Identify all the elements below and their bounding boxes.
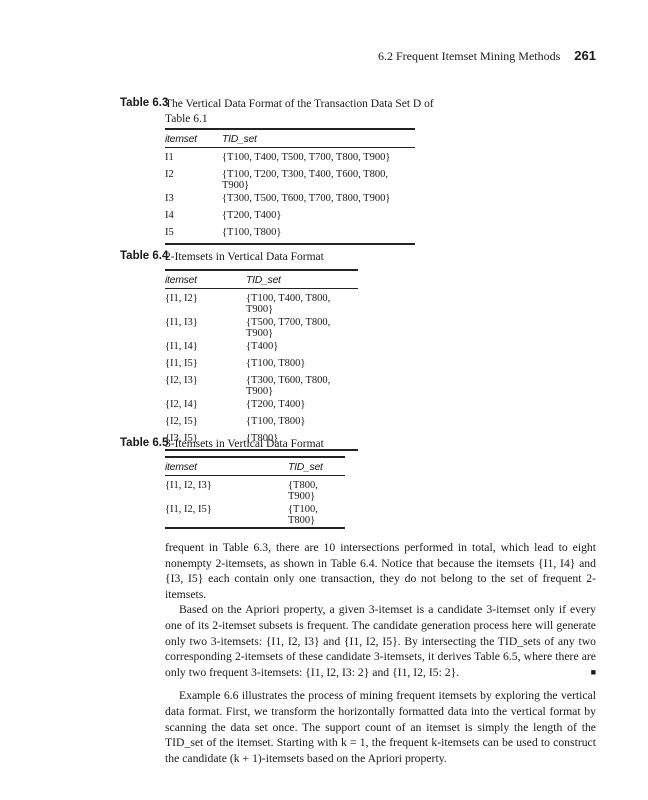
table-row: {I3, I5} {T800}: [165, 432, 358, 450]
table-row: {I2, I4} {T200, T400}: [165, 398, 358, 415]
table-6-3-caption: The Vertical Data Format of the Transact…: [165, 98, 434, 125]
table-cell: {T100, T200, T300, T400, T600, T800, T90…: [222, 169, 388, 191]
table-row: I4 {T200, T400}: [165, 209, 415, 226]
table-cell: {T400}: [246, 341, 279, 352]
running-title: 6.2 Frequent Itemset Mining Methods: [377, 49, 561, 63]
body-text: frequent in Table 6.3, there are 10 inte…: [165, 540, 596, 766]
column-header: TID_set: [288, 457, 345, 476]
column-header: TID_set: [222, 129, 415, 148]
table-cell: {I3, I5}: [165, 433, 198, 444]
paragraph-text: Based on the Apriori property, a given 3…: [165, 603, 596, 679]
table-cell: {T300, T600, T800, T900}: [246, 375, 331, 397]
paragraph: Based on the Apriori property, a given 3…: [165, 602, 596, 680]
table-cell: {T100, T800}: [246, 416, 306, 427]
paragraph: frequent in Table 6.3, there are 10 inte…: [165, 541, 596, 601]
table-cell: {I1, I2, I3}: [165, 480, 212, 491]
table-cell: {I2, I4}: [165, 399, 198, 410]
table-cell: I4: [165, 210, 174, 221]
table-cell: {T500, T700, T800, T900}: [246, 317, 331, 339]
column-header: itemset: [165, 129, 222, 148]
table-row: {I1, I3} {T500, T700, T800, T900}: [165, 316, 358, 340]
table-cell: {I1, I5}: [165, 358, 198, 369]
table-row: {I1, I2} {T100, T400, T800, T900}: [165, 289, 358, 317]
table-cell: {T300, T500, T600, T700, T800, T900}: [222, 193, 391, 204]
table-cell: {I1, I2}: [165, 293, 198, 304]
table-6-4-caption: 2-Itemsets in Vertical Data Format: [165, 251, 324, 263]
table-row: {I1, I2, I3} {T800, T900}: [165, 476, 345, 504]
table-cell: {T100, T800}: [246, 358, 306, 369]
table-row: {I1, I5} {T100, T800}: [165, 357, 358, 374]
table-cell: I3: [165, 193, 174, 204]
table-header-row: itemset TID_set: [165, 457, 345, 476]
table-6-3: itemset TID_set I1 {T100, T400, T500, T700,…: [165, 128, 415, 245]
table-row: I3 {T300, T500, T600, T700, T800, T900}: [165, 192, 415, 209]
table-cell: {T800, T900}: [288, 480, 318, 502]
table-cell: I2: [165, 169, 174, 180]
table-row: {I2, I5} {T100, T800}: [165, 415, 358, 432]
page-number: 261: [574, 48, 596, 63]
end-of-example-mark: ■: [590, 666, 596, 677]
paragraph: Example 6.6 illustrates the process of m…: [165, 689, 596, 765]
table-cell: {T100, T800}: [288, 504, 318, 526]
table-6-4: itemset TID_set {I1, I2} {T100, T400, T800,…: [165, 269, 358, 451]
column-header: itemset: [165, 457, 288, 476]
table-row: I1 {T100, T400, T500, T700, T800, T900}: [165, 148, 415, 169]
running-header: 6.2 Frequent Itemset Mining Methods 261: [378, 48, 596, 64]
table-row: I5 {T100, T800}: [165, 226, 415, 244]
table-cell: {T100, T400, T500, T700, T800, T900}: [222, 152, 391, 163]
table-row: I2 {T100, T200, T300, T400, T600, T800, T…: [165, 168, 415, 192]
table-cell: {T200, T400}: [246, 399, 306, 410]
table-6-3-label: Table 6.3: [120, 97, 169, 109]
column-header: itemset: [165, 270, 246, 289]
table-row: {I1, I2, I5} {T100, T800}: [165, 503, 345, 528]
column-header: TID_set: [246, 270, 358, 289]
table-cell: {I2, I5}: [165, 416, 198, 427]
table-cell: {T800}: [246, 433, 279, 444]
table-cell: {T200, T400}: [222, 210, 282, 221]
table-6-5-label: Table 6.5: [120, 437, 169, 449]
table-cell: {I1, I3}: [165, 317, 198, 328]
table-6-5-caption: 3-Itemsets in Vertical Data Format: [165, 438, 324, 450]
table-row: {I1, I4} {T400}: [165, 340, 358, 357]
table-cell: I1: [165, 152, 174, 163]
table-cell: {T100, T800}: [222, 227, 282, 238]
table-cell: {I1, I4}: [165, 341, 198, 352]
table-header-row: itemset TID_set: [165, 129, 415, 148]
table-row: {I2, I3} {T300, T600, T800, T900}: [165, 374, 358, 398]
table-cell: {T100, T400, T800, T900}: [246, 293, 331, 315]
table-cell: I5: [165, 227, 174, 238]
table-header-row: itemset TID_set: [165, 270, 358, 289]
table-cell: {I1, I2, I5}: [165, 504, 212, 515]
table-cell: {I2, I3}: [165, 375, 198, 386]
table-6-4-label: Table 6.4: [120, 250, 169, 262]
table-6-5: itemset TID_set {I1, I2, I3} {T800, T900} {I…: [165, 456, 345, 529]
